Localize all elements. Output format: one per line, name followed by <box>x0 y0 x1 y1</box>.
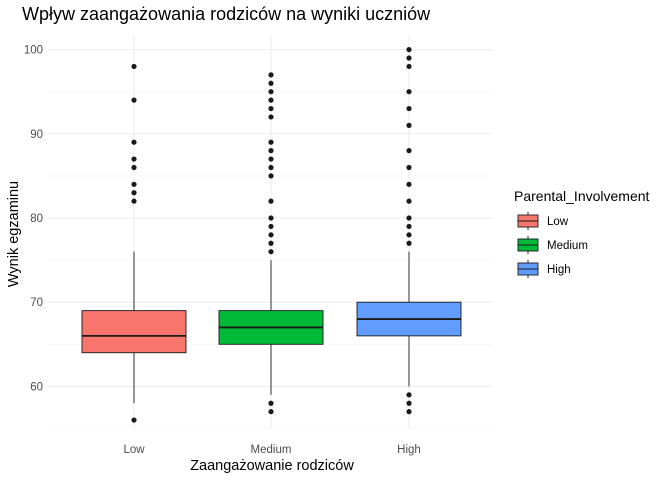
x-tick-label: High <box>397 444 421 456</box>
x-axis-ticks: Low Medium High <box>123 444 420 456</box>
legend-item-low: Low <box>517 212 569 230</box>
x-tick-label: Low <box>123 444 145 456</box>
x-axis-title: Zaangażowanie rodziców <box>190 458 354 474</box>
outlier-point <box>268 232 274 238</box>
outlier-point <box>406 215 412 221</box>
y-tick-label: 70 <box>30 297 43 309</box>
outlier-point <box>268 409 274 415</box>
outlier-point <box>268 97 274 103</box>
outlier-point <box>268 173 274 179</box>
y-tick-label: 90 <box>30 129 43 141</box>
outlier-point <box>406 240 412 246</box>
outlier-point <box>406 89 412 95</box>
outlier-point <box>406 164 412 171</box>
outlier-point <box>406 47 412 53</box>
legend-item-high: High <box>517 260 571 278</box>
y-tick-label: 100 <box>24 45 43 57</box>
box-medium <box>218 72 324 415</box>
outlier-point <box>131 417 137 423</box>
outlier-point <box>406 409 412 415</box>
outlier-point <box>406 223 412 230</box>
outlier-point <box>268 164 274 171</box>
outlier-point <box>131 164 137 171</box>
outlier-point <box>268 400 274 406</box>
outlier-point <box>131 198 137 204</box>
outlier-point <box>268 223 274 230</box>
chart-title: Wpływ zaangażowania rodziców na wyniki u… <box>22 4 431 24</box>
outlier-point <box>406 181 412 187</box>
y-axis-title: Wynik egzaminu <box>6 181 22 287</box>
outlier-point <box>268 72 274 78</box>
legend-title: Parental_Involvement <box>514 188 650 204</box>
y-axis-ticks: 60 70 80 90 100 <box>24 45 43 394</box>
legend-label: High <box>547 264 571 276</box>
outlier-point <box>131 156 137 162</box>
y-tick-label: 80 <box>30 213 43 225</box>
legend: Parental_Involvement Low Medium High <box>514 188 650 278</box>
outlier-point <box>268 198 274 204</box>
outlier-point <box>268 148 274 154</box>
outlier-point <box>268 80 274 86</box>
outlier-point <box>131 139 137 145</box>
outlier-point <box>268 114 274 120</box>
outlier-point <box>268 249 274 255</box>
outlier-point <box>406 63 412 70</box>
outlier-point <box>406 55 412 61</box>
y-tick-label: 60 <box>30 381 43 393</box>
outlier-point <box>406 400 412 406</box>
box-high <box>356 47 462 415</box>
outlier-point <box>131 190 137 196</box>
outlier-point <box>268 215 274 221</box>
x-tick-label: Medium <box>251 444 292 456</box>
outlier-point <box>131 181 137 187</box>
outlier-point <box>268 89 274 95</box>
legend-item-medium: Medium <box>517 236 588 254</box>
outlier-point <box>406 122 412 128</box>
iqr-box <box>81 310 187 354</box>
outlier-point <box>406 392 412 398</box>
outlier-point <box>406 105 412 112</box>
outlier-point <box>406 232 412 238</box>
outlier-point <box>268 139 274 145</box>
box-series <box>81 47 462 423</box>
outlier-point <box>406 148 412 154</box>
outlier-point <box>406 198 412 204</box>
outlier-point <box>268 156 274 162</box>
outlier-point <box>131 97 137 103</box>
box-low <box>81 63 187 423</box>
outlier-point <box>131 63 137 70</box>
outlier-point <box>268 105 274 112</box>
legend-label: Low <box>547 216 569 228</box>
outlier-point <box>268 240 274 246</box>
legend-label: Medium <box>547 240 588 252</box>
